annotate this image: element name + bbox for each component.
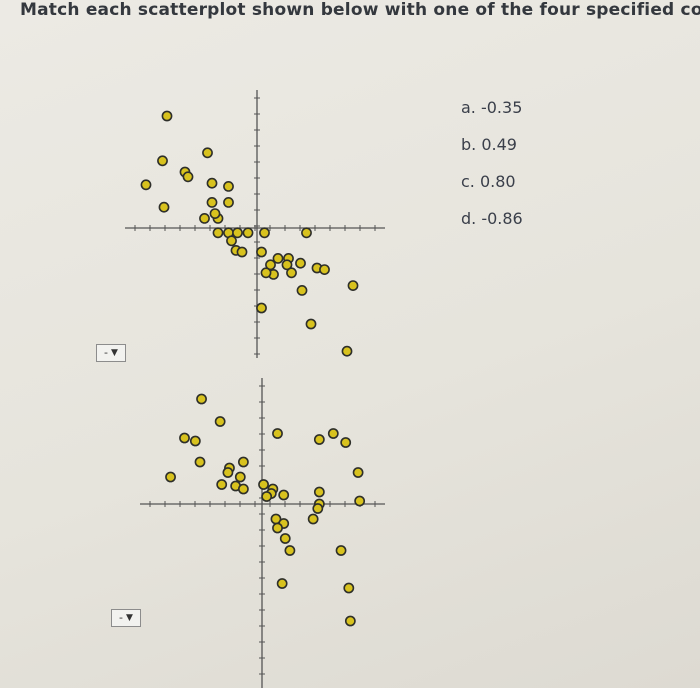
scatter-point (161, 110, 173, 122)
chevron-down-icon: ▼ (126, 613, 133, 623)
scatter-point (165, 471, 176, 483)
scatter-point (278, 489, 290, 501)
scatter-point (281, 259, 293, 271)
scatter-point (313, 434, 325, 445)
scatter-point (327, 428, 339, 439)
scatter-point (261, 491, 273, 502)
chevron-down-icon: ▼ (111, 348, 118, 358)
scatter-point (305, 318, 317, 330)
scatter-point (222, 467, 234, 478)
scatter-point (286, 267, 297, 279)
scatter-point (296, 284, 308, 296)
option-b: b. 0.49 (461, 135, 517, 154)
scatter-point (312, 503, 324, 514)
scatter-point (226, 235, 237, 247)
scatter-point (199, 212, 210, 224)
scatter-point (237, 456, 249, 468)
scatter-point (272, 252, 284, 264)
scatter-point (276, 578, 288, 589)
answer-options: a. -0.35 b. 0.49 c. 0.80 d. -0.86 (461, 98, 523, 246)
scatter-point (279, 533, 291, 544)
scatter-point (284, 545, 296, 556)
scatter-point (352, 467, 364, 478)
option-a: a. -0.35 (461, 98, 523, 117)
scatterplot-2-answer-select[interactable]: - ▼ (111, 609, 141, 627)
scatter-point (295, 257, 306, 269)
scatter-point (182, 171, 194, 183)
scatterplot-1-answer-select[interactable]: - ▼ (96, 344, 126, 362)
scatter-point (260, 267, 272, 279)
scatter-point (209, 208, 221, 219)
scatter-point (237, 483, 249, 495)
select-value: - (104, 346, 109, 359)
scatter-point (258, 479, 269, 490)
scatter-point (343, 582, 355, 594)
question-text: Match each scatterplot shown below with … (20, 0, 700, 20)
scatter-point (265, 259, 276, 271)
scatter-point (340, 437, 352, 448)
scatter-point (234, 471, 246, 483)
scatter-point (189, 435, 201, 447)
scatter-point (140, 179, 152, 191)
scatter-point (335, 545, 347, 556)
scatter-point (179, 432, 190, 444)
select-value: - (119, 611, 124, 624)
scatter-point (206, 196, 218, 208)
option-c: c. 0.80 (461, 172, 516, 191)
scatter-point (157, 155, 168, 167)
scatter-point (344, 615, 356, 627)
scatter-point (202, 147, 213, 159)
scatter-point (212, 227, 224, 239)
scatter-point (272, 522, 283, 534)
scatter-point (236, 246, 248, 258)
scatter-point (194, 456, 206, 468)
scatter-point (341, 345, 353, 357)
scatter-point (256, 302, 267, 314)
scatter-point (313, 486, 325, 498)
scatter-point (214, 416, 226, 427)
scatter-point (242, 227, 254, 239)
scatter-point (301, 227, 312, 239)
scatter-point (158, 201, 170, 213)
scatter-point (216, 479, 228, 490)
scatter-point (232, 227, 243, 239)
scatter-point (272, 428, 283, 439)
scatter-point (259, 227, 270, 239)
scatter-point (206, 177, 218, 189)
scatter-point (223, 180, 234, 192)
option-d: d. -0.86 (461, 209, 523, 228)
scatter-point (196, 393, 207, 405)
scatter-point (256, 246, 267, 258)
scatter-point (347, 280, 359, 291)
scatter-point (354, 495, 366, 507)
scatter-point (307, 513, 319, 525)
scatter-point (319, 264, 330, 275)
scatter-point (223, 196, 234, 208)
